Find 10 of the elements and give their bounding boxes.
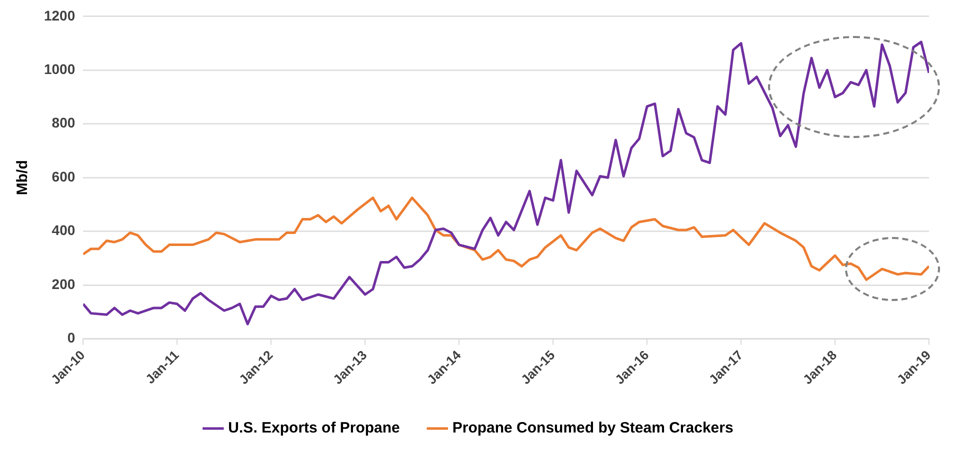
y-tick-label: 800 bbox=[52, 114, 76, 131]
y-tick-label: 600 bbox=[52, 168, 76, 184]
y-tick-label: 400 bbox=[52, 222, 76, 238]
y-tick-label: 0 bbox=[67, 330, 76, 346]
legend-label: Propane Consumed by Steam Crackers bbox=[452, 420, 734, 437]
y-axis-title: Mb/d bbox=[14, 160, 32, 196]
y-tick-label: 200 bbox=[52, 276, 76, 292]
y-tick-label: 1000 bbox=[44, 61, 76, 77]
y-tick-label: 1200 bbox=[44, 7, 76, 24]
legend-label: U.S. Exports of Propane bbox=[228, 420, 400, 437]
